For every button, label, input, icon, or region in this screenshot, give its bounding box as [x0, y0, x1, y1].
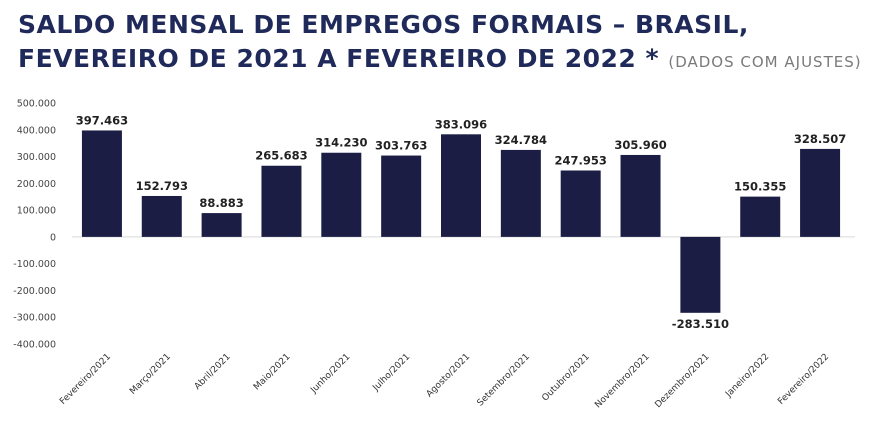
x-tick-label: Novembro/2021 [593, 352, 651, 410]
x-tick-label: Abril/2021 [193, 352, 233, 392]
bar [321, 152, 362, 237]
y-tick-label: 0 [50, 232, 56, 243]
data-label: 150.355 [734, 180, 786, 194]
y-tick-label: -100.000 [13, 259, 56, 270]
y-tick-label: -300.000 [13, 313, 56, 324]
bar [560, 170, 601, 237]
y-tick-label: 200.000 [17, 179, 56, 190]
bar [81, 130, 122, 237]
y-tick-label: -400.000 [13, 340, 56, 351]
x-tick-label: Março/2021 [128, 352, 173, 397]
bar [680, 236, 721, 313]
bar [141, 195, 182, 237]
x-tick-label: Dezembro/2021 [653, 352, 711, 410]
data-label: 88.883 [199, 196, 243, 210]
y-tick-label: 500.000 [17, 99, 56, 110]
x-tick-label: Maio/2021 [252, 352, 292, 392]
bar [620, 154, 661, 237]
chart-title-star: * [645, 44, 660, 73]
x-tick-label: Setembro/2021 [476, 352, 532, 408]
data-label: 324.784 [495, 133, 547, 147]
x-tick-label: Outubro/2021 [540, 352, 591, 403]
y-tick-label: 300.000 [17, 152, 56, 163]
bar [740, 196, 781, 237]
data-label: 314.230 [315, 136, 367, 150]
x-tick-label: Junho/2021 [308, 352, 352, 396]
x-tick-label: Janeiro/2022 [723, 352, 771, 400]
data-label: 265.683 [255, 149, 307, 163]
data-label: 305.960 [614, 138, 666, 152]
data-label: 397.463 [76, 113, 128, 127]
bar [500, 149, 541, 237]
x-tick-label: Julho/2021 [371, 352, 413, 394]
y-tick-label: 100.000 [17, 206, 56, 217]
x-tick-label: Fevereiro/2022 [776, 352, 831, 407]
y-tick-label: 400.000 [17, 125, 56, 136]
data-label: 328.507 [794, 132, 846, 146]
chart-title: SALDO MENSAL DE EMPREGOS FORMAIS – BRASI… [18, 8, 888, 79]
x-tick-label: Agosto/2021 [425, 352, 472, 399]
bar [201, 213, 242, 237]
data-label: 247.953 [554, 153, 606, 167]
y-tick-label: -200.000 [13, 286, 56, 297]
chart-title-note: (DADOS COM AJUSTES) [668, 53, 862, 71]
data-label: 303.763 [375, 139, 427, 153]
bar [800, 148, 841, 237]
bar [261, 165, 302, 237]
bar [441, 134, 481, 237]
data-label: 383.096 [435, 117, 487, 131]
data-label: 152.793 [136, 179, 188, 193]
bar [381, 155, 422, 237]
chart-title-main: SALDO MENSAL DE EMPREGOS FORMAIS – BRASI… [18, 10, 749, 73]
data-label: -283.510 [672, 317, 729, 331]
x-tick-label: Fevereiro/2021 [58, 352, 113, 407]
